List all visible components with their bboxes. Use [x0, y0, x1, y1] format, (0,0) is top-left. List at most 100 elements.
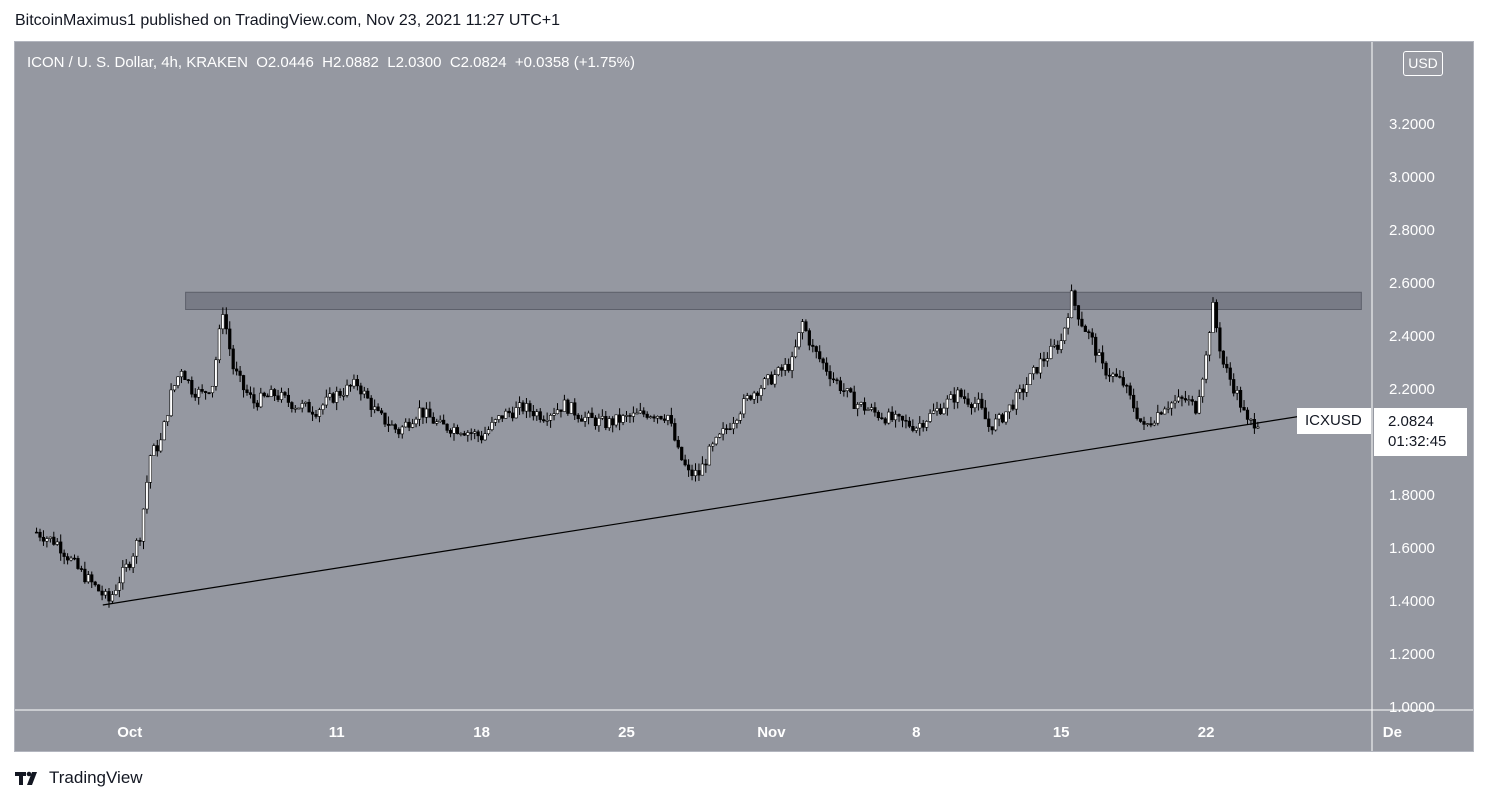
candle	[183, 370, 187, 380]
candle	[942, 402, 946, 415]
price-chart[interactable]: 3.20003.00002.80002.60002.40002.20002.00…	[14, 41, 1474, 752]
candle	[928, 409, 932, 423]
candle	[862, 397, 867, 415]
candle	[569, 402, 573, 414]
candle	[307, 399, 311, 413]
candle	[1170, 401, 1174, 416]
candle	[373, 399, 377, 414]
candle	[1059, 333, 1063, 354]
candle	[1042, 351, 1046, 367]
candle	[711, 441, 715, 452]
candle	[824, 357, 829, 376]
candle	[787, 358, 791, 373]
candle	[1225, 356, 1229, 373]
candle	[921, 419, 925, 432]
candle	[379, 407, 384, 415]
legend-high-label: H	[322, 54, 333, 71]
candle	[76, 555, 80, 570]
candle	[980, 393, 984, 410]
candle	[255, 400, 259, 411]
footer-brand[interactable]: TradingView	[15, 768, 143, 788]
candle	[210, 385, 215, 398]
last-price-value: 2.0824	[1388, 413, 1434, 430]
candle	[179, 369, 184, 384]
candle	[404, 418, 408, 428]
candle	[918, 416, 922, 436]
candle	[559, 409, 563, 418]
candle	[321, 403, 325, 415]
candle	[566, 398, 570, 416]
candle	[669, 407, 673, 427]
candle	[1101, 345, 1105, 370]
time-axis-ticks: Oct 11 18 25 Nov 8 15 22 De	[117, 724, 1402, 741]
candle	[293, 405, 297, 413]
time-tick-label: Oct	[117, 724, 142, 741]
candle	[714, 436, 718, 446]
candle	[580, 414, 584, 422]
candle	[103, 588, 108, 599]
footer-brand-text: TradingView	[49, 768, 143, 787]
candle	[552, 407, 556, 421]
candle	[976, 392, 980, 411]
candle	[859, 401, 863, 407]
candle	[400, 425, 404, 439]
candle	[1007, 404, 1012, 419]
candle	[624, 411, 629, 423]
candle	[914, 426, 918, 434]
candle	[966, 392, 970, 408]
candle	[673, 418, 677, 442]
candle	[259, 387, 263, 409]
candle	[1114, 368, 1118, 378]
candle	[876, 410, 880, 421]
candle	[83, 561, 87, 584]
candle	[1104, 361, 1108, 380]
candle	[873, 402, 877, 417]
candle	[524, 398, 529, 419]
currency-badge[interactable]: USD	[1403, 51, 1443, 76]
candle	[814, 345, 818, 359]
chart-frame	[14, 41, 1474, 752]
candle	[749, 394, 753, 401]
candle	[800, 318, 805, 340]
candle	[386, 416, 391, 432]
candle	[1235, 385, 1239, 401]
candle	[1204, 351, 1208, 384]
candle	[1142, 416, 1146, 431]
candle	[973, 396, 977, 413]
candle	[956, 386, 960, 409]
candle	[1107, 368, 1112, 382]
candle	[1239, 386, 1243, 413]
candle	[1087, 329, 1091, 340]
candle	[983, 400, 987, 420]
time-tick-label: Nov	[757, 724, 786, 741]
legend-open-label: O	[256, 54, 268, 71]
candle	[86, 570, 90, 584]
candle	[114, 584, 118, 596]
price-tick-label: 1.4000	[1389, 593, 1435, 610]
candle	[797, 332, 801, 350]
candle	[228, 321, 232, 356]
candle	[459, 432, 463, 437]
candle	[642, 407, 646, 418]
candle	[504, 408, 508, 419]
candle	[604, 411, 608, 431]
resistance-zone-layer	[185, 291, 1362, 310]
candle	[845, 388, 849, 398]
candle	[166, 415, 170, 426]
candle	[962, 389, 967, 404]
candle	[638, 402, 642, 414]
candle	[1132, 388, 1136, 412]
candle	[304, 401, 308, 407]
candle	[680, 446, 684, 461]
candle	[617, 408, 622, 431]
candle	[900, 415, 905, 428]
candle	[1152, 420, 1156, 427]
candle	[911, 419, 915, 433]
candle	[462, 430, 466, 437]
candle	[286, 388, 291, 407]
candle	[1201, 377, 1205, 403]
candle	[445, 423, 449, 433]
time-tick-label: 25	[618, 724, 635, 741]
candle	[200, 384, 204, 394]
candle	[1118, 370, 1122, 379]
